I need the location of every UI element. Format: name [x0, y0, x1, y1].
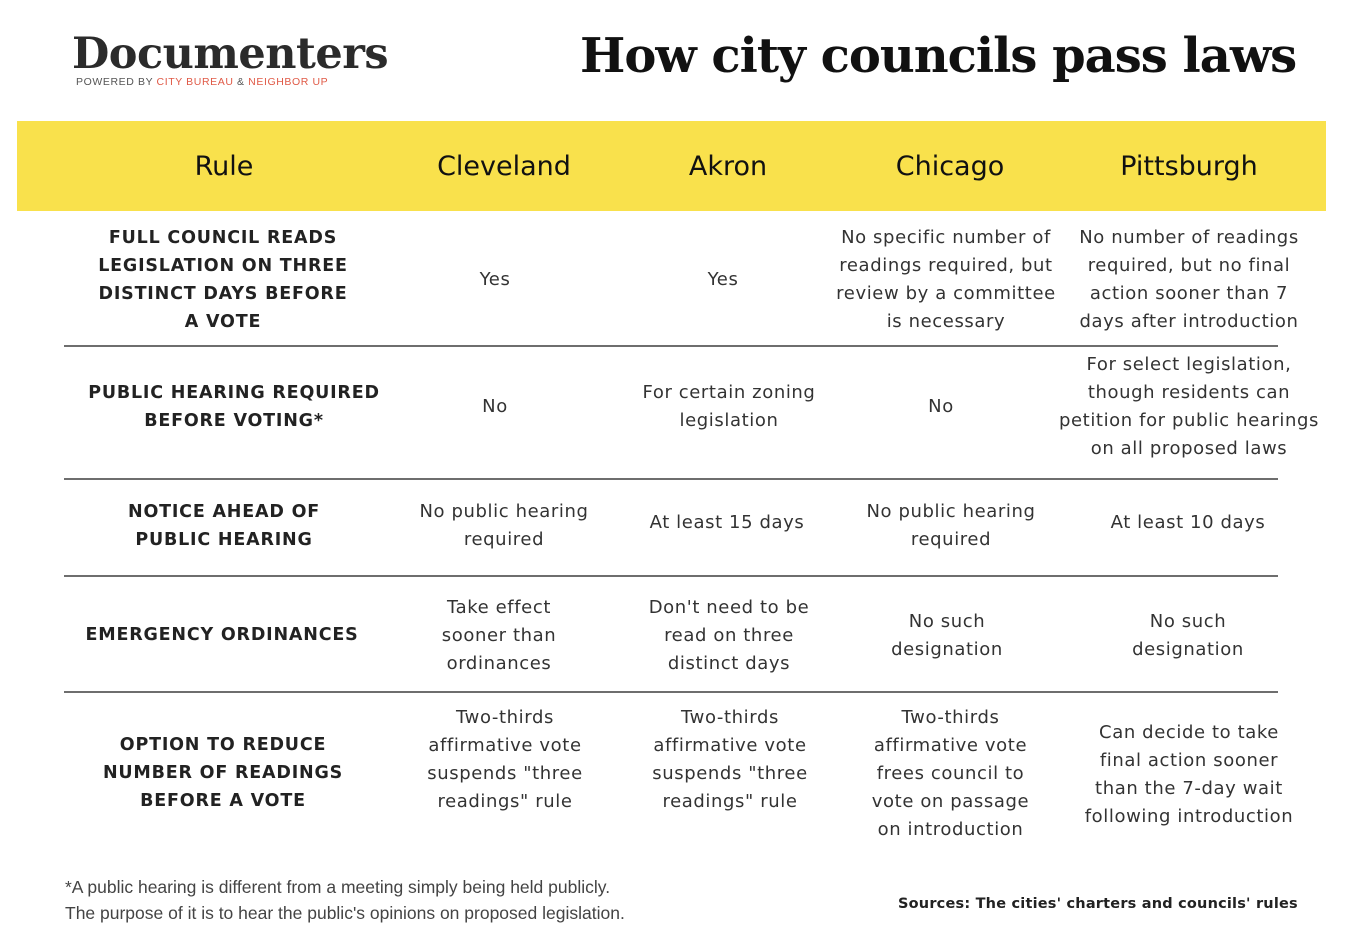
cell-akron-reduce-readings: Two-thirds affirmative vote suspends "th…: [652, 707, 808, 812]
cell-chicago-public-hearing: No: [928, 396, 954, 417]
header-pittsburgh: Pittsburgh: [1120, 150, 1258, 182]
tagline-org-city-bureau: CITY BUREAU: [156, 76, 234, 88]
cell-pittsburgh-reduce-readings: Can decide to take final action sooner t…: [1084, 722, 1294, 827]
row-divider: [64, 691, 1278, 693]
row-divider: [64, 575, 1278, 577]
cell-pittsburgh-emergency: No such designation: [1132, 611, 1244, 660]
logo-wordmark: Documenters: [72, 29, 389, 79]
cell-chicago-reduce-readings: Two-thirds affirmative vote frees counci…: [871, 707, 1030, 840]
cell-akron-emergency: Don't need to be read on three distinct …: [648, 597, 810, 674]
documenters-logo: Documenters POWERED BY CITY BUREAU & NEI…: [72, 29, 389, 88]
cell-akron-three-readings: Yes: [707, 269, 739, 290]
cell-chicago-three-readings: No specific number of readings required,…: [836, 227, 1056, 332]
cell-cleveland-public-hearing: No: [482, 396, 508, 417]
footnote-line-2: The purpose of it is to hear the public'…: [65, 903, 625, 923]
row-divider: [64, 345, 1278, 347]
cell-pittsburgh-three-readings: No number of readings required, but no f…: [1079, 227, 1299, 332]
cell-akron-notice: At least 15 days: [649, 512, 805, 533]
cell-pittsburgh-notice: At least 10 days: [1110, 512, 1266, 533]
table-header-band: [17, 121, 1326, 211]
cell-cleveland-three-readings: Yes: [479, 269, 511, 290]
row-label-emergency: EMERGENCY ORDINANCES: [85, 625, 359, 645]
header-rule: Rule: [194, 150, 254, 182]
cell-akron-public-hearing: For certain zoning legislation: [642, 382, 816, 431]
page-title: How city councils pass laws: [580, 28, 1297, 84]
row-label-three-readings: FULL COUNCIL READS LEGISLATION ON THREE …: [98, 228, 348, 332]
sources-note: Sources: The cities' charters and counci…: [898, 896, 1298, 912]
tagline-ampersand: &: [233, 76, 249, 88]
header-akron: Akron: [688, 150, 768, 182]
header-cleveland: Cleveland: [437, 150, 571, 182]
cell-cleveland-emergency: Take effect sooner than ordinances: [441, 597, 557, 674]
footnote: *A public hearing is different from a me…: [65, 874, 625, 926]
row-divider: [64, 478, 1278, 480]
row-label-reduce-readings: OPTION TO REDUCE NUMBER OF READINGS BEFO…: [102, 735, 344, 811]
tagline-prefix: POWERED BY: [76, 76, 157, 88]
header-chicago: Chicago: [895, 150, 1005, 182]
logo-tagline: POWERED BY CITY BUREAU & NEIGHBOR UP: [76, 76, 388, 88]
cell-cleveland-reduce-readings: Two-thirds affirmative vote suspends "th…: [427, 707, 583, 812]
tagline-org-neighbor-up: NEIGHBOR UP: [248, 76, 329, 88]
cell-cleveland-notice: No public hearing required: [419, 501, 589, 550]
cell-pittsburgh-public-hearing: For select legislation, though residents…: [1058, 354, 1320, 459]
row-label-notice: NOTICE AHEAD OF PUBLIC HEARING: [128, 502, 320, 550]
cell-chicago-notice: No public hearing required: [866, 501, 1036, 550]
row-label-public-hearing: PUBLIC HEARING REQUIRED BEFORE VOTING*: [88, 383, 380, 431]
footnote-line-1: *A public hearing is different from a me…: [65, 877, 611, 897]
cell-chicago-emergency: No such designation: [891, 611, 1003, 660]
